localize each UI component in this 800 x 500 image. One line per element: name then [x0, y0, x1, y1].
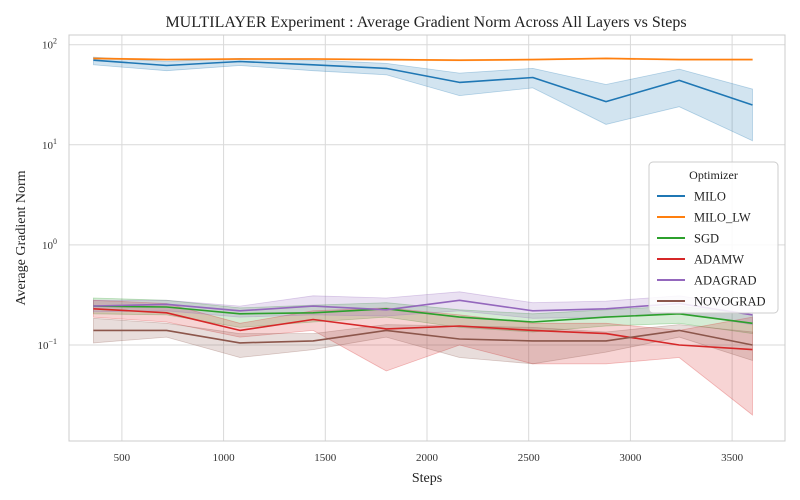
x-tick-label: 2000 [416, 452, 439, 464]
legend-title: Optimizer [689, 168, 738, 182]
series-lines [93, 57, 753, 351]
x-tick-label: 1500 [314, 452, 337, 464]
series-line-adagrad [93, 299, 753, 316]
legend-label-milo: MILO [694, 190, 726, 204]
x-tick-label: 3500 [721, 452, 744, 464]
series-line-sgd [93, 305, 753, 325]
x-tick-label: 2500 [518, 452, 541, 464]
plot-frame [68, 34, 786, 442]
legend-label-adamw: ADAMW [694, 253, 744, 267]
series-line-milo-lw [93, 57, 753, 62]
x-tick-labels: 500 1000 1500 2000 2500 3000 3500 [114, 452, 744, 464]
band-adagrad [93, 291, 753, 326]
y-tick-labels: 102 101 100 10−1 [37, 37, 57, 352]
series-line-novograd [93, 329, 753, 346]
x-tick-label: 3000 [619, 452, 642, 464]
y-tick-label: 100 [42, 237, 57, 252]
band-sgd [93, 297, 753, 335]
band-novograd [93, 317, 753, 365]
x-tick-label: 1000 [213, 452, 236, 464]
y-tick-label: 102 [42, 37, 57, 52]
legend-label-novograd: NOVOGRAD [694, 295, 766, 309]
band-milo [93, 56, 753, 142]
chart-title: MULTILAYER Experiment : Average Gradient… [165, 14, 686, 31]
legend-label-adagrad: ADAGRAD [694, 274, 757, 288]
x-tick-label: 500 [114, 452, 131, 464]
series-line-adamw [93, 308, 753, 351]
series-line-milo [93, 59, 753, 106]
y-axis-label: Average Gradient Norm [14, 170, 29, 305]
legend-label-milo-lw: MILO_LW [694, 211, 751, 225]
legend-box [648, 161, 779, 314]
legend-label-sgd: SGD [694, 232, 719, 246]
x-axis-label: Steps [412, 471, 442, 486]
y-tick-label: 10−1 [37, 337, 57, 352]
y-tick-label: 101 [42, 137, 57, 152]
band-adamw [93, 299, 753, 416]
legend: Optimizer MILO MILO_LW SGD ADAMW ADAGRAD NOVOG… [648, 161, 779, 314]
